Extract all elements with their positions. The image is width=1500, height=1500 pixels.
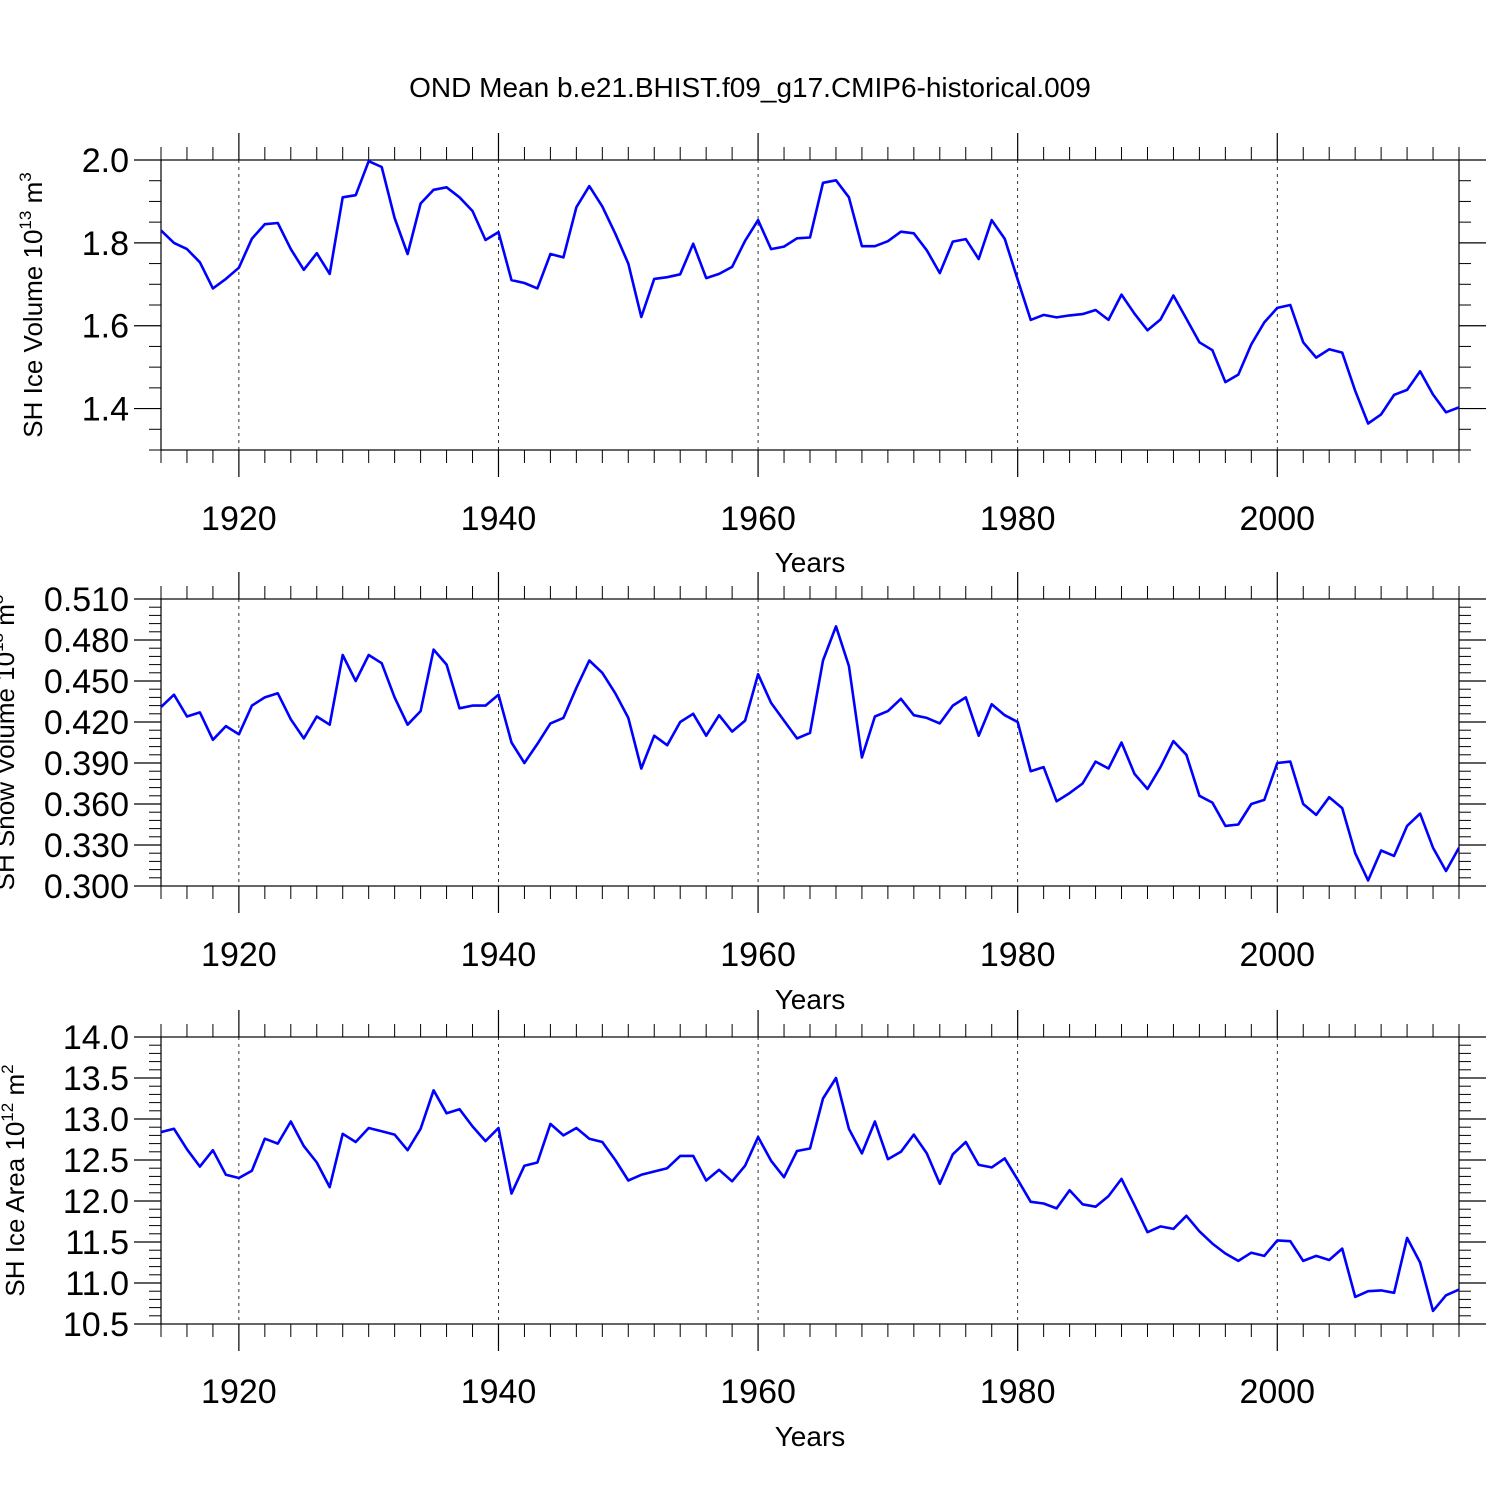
- x-tick-label: 1920: [201, 936, 277, 974]
- y-axis-title-exponent: 13: [16, 211, 35, 230]
- y-axis-title: SH Snow Volume 1013 m3: [0, 595, 20, 891]
- y-axis-title-text: SH Snow Volume 10: [0, 652, 20, 890]
- y-tick-label: 0.330: [44, 827, 129, 865]
- x-tick-label: 1920: [201, 500, 277, 538]
- x-tick-label: 1940: [461, 1373, 537, 1411]
- y-axis-title-unit-exponent: 3: [0, 595, 7, 604]
- chart-panel-2: 1920 1940 1960 1980 2000 0.3000.3300.3600.390…: [0, 572, 1486, 1015]
- y-tick-label: 1.6: [82, 308, 129, 346]
- x-tick-label: 1980: [980, 500, 1056, 538]
- y-tick-label: 0.510: [44, 581, 129, 619]
- plot-frame: [160, 1036, 1460, 1325]
- x-tick-label: 1920: [201, 1373, 277, 1411]
- x-tick-label: 2000: [1239, 500, 1315, 538]
- panels: 1920 1940 1960 1980 2000 1.4 1.6 1.8 2.0 Years SH …: [0, 133, 1486, 1452]
- y-axis-title: SH Ice Volume 1013 m3: [16, 172, 48, 437]
- y-tick-label: 12.5: [63, 1142, 129, 1180]
- series-line: [161, 624, 1459, 882]
- chart-panel-3: 1920 1940 1960 1980 2000 10.511.011.512.012.5…: [0, 1010, 1486, 1452]
- y-tick-label: 0.480: [44, 622, 129, 660]
- y-tick-label: 1.8: [82, 225, 129, 263]
- plot-frame: [160, 159, 1460, 451]
- x-tick-label: 1960: [720, 500, 796, 538]
- x-tick-label: 1940: [461, 936, 537, 974]
- chart-panel-1: 1920 1940 1960 1980 2000 1.4 1.6 1.8 2.0 Years SH …: [16, 133, 1486, 578]
- y-tick-label: 0.390: [44, 745, 129, 783]
- x-tick-label: 1960: [720, 1373, 796, 1411]
- y-axis-title-exponent: 13: [0, 633, 7, 652]
- x-tick-label: 1940: [461, 500, 537, 538]
- x-tick-label: 2000: [1239, 936, 1315, 974]
- x-tick-label: 1980: [980, 936, 1056, 974]
- x-tick-label: 2000: [1239, 1373, 1315, 1411]
- y-tick-label: 11.0: [65, 1265, 129, 1303]
- y-tick-label: 0.420: [44, 704, 129, 742]
- x-axis-title: Years: [775, 984, 846, 1015]
- y-tick-label: 13.0: [63, 1101, 129, 1139]
- y-axis-title-unit: m: [0, 604, 20, 633]
- y-tick-label: 10.5: [63, 1306, 129, 1344]
- y-tick-label: 14.0: [63, 1019, 129, 1057]
- x-tick-label: 1960: [720, 936, 796, 974]
- x-axis-title: Years: [775, 547, 846, 578]
- y-axis-title-text: SH Ice Volume 10: [18, 230, 48, 438]
- x-axis-title: Years: [775, 1421, 846, 1452]
- x-tick-label: 1980: [980, 1373, 1056, 1411]
- series-line: [161, 1076, 1459, 1313]
- y-axis-title-unit-exponent: 3: [16, 172, 35, 181]
- y-tick-label: 12.0: [63, 1183, 129, 1221]
- y-axis-title-unit-exponent: 2: [0, 1064, 17, 1073]
- y-axis-title: SH Ice Area 1012 m2: [0, 1064, 30, 1296]
- y-tick-label: 2.0: [82, 142, 129, 180]
- y-tick-label: 1.4: [82, 391, 129, 429]
- plot-frame: [160, 598, 1460, 887]
- y-axis-title-text: SH Ice Area 10: [0, 1122, 30, 1297]
- y-tick-label: 0.450: [44, 663, 129, 701]
- y-tick-label: 13.5: [63, 1060, 129, 1098]
- y-axis-title-unit: m: [0, 1074, 30, 1103]
- y-axis-title-unit: m: [18, 182, 48, 211]
- y-tick-label: 0.300: [44, 868, 129, 906]
- y-tick-label: 0.360: [44, 786, 129, 824]
- y-tick-label: 11.5: [65, 1224, 129, 1262]
- series-line: [161, 160, 1459, 425]
- figure-title: OND Mean b.e21.BHIST.f09_g17.CMIP6-histo…: [409, 72, 1091, 103]
- y-axis-title-exponent: 12: [0, 1103, 17, 1122]
